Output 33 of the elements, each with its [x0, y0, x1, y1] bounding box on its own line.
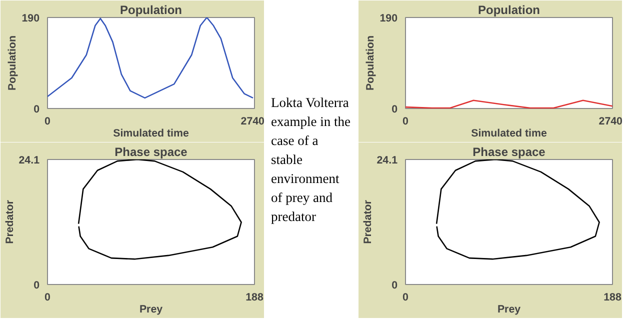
y-tick-label: 0 [34, 280, 40, 292]
x-tick-label: 2740 [598, 116, 623, 128]
y-tick-label: 24.1 [18, 154, 40, 166]
chart-title: Phase space [114, 145, 188, 159]
y-tick-label: 190 [380, 12, 398, 24]
x-axis-title: Simulated time [471, 128, 547, 140]
x-tick-label: 0 [402, 116, 409, 128]
y-axis-title: Predator [362, 200, 374, 244]
x-axis-title: Prey [497, 304, 521, 316]
y-tick-label: 0 [392, 104, 398, 116]
line-series [48, 18, 254, 99]
y-tick-label: 0 [392, 280, 398, 292]
y-axis-title: Predator [4, 200, 16, 244]
x-axis-title: Prey [139, 304, 163, 316]
x-tick-label: 0 [44, 116, 51, 128]
line-series [406, 100, 612, 108]
y-axis-title: Population [364, 35, 377, 91]
y-tick-label: 24.1 [376, 154, 398, 166]
x-axis-title: Simulated time [113, 128, 189, 140]
x-tick-label: 2740 [240, 116, 265, 128]
text: Lokta Volterra example in the case of a stable environment of prey and predator [271, 94, 352, 226]
x-tick-label: 0 [402, 292, 409, 304]
chart-title: Population [478, 3, 540, 17]
x-tick-label: 0 [44, 292, 51, 304]
line-series [78, 160, 242, 260]
y-axis-title: Population [6, 35, 19, 91]
y-tick-label: 190 [22, 12, 40, 24]
line-series [436, 160, 600, 260]
chart-title: Phase space [472, 145, 546, 159]
chart-title: Population [120, 3, 182, 17]
x-tick-label: 188 [604, 292, 622, 304]
x-tick-label: 188 [246, 292, 264, 304]
y-tick-label: 0 [34, 104, 40, 116]
